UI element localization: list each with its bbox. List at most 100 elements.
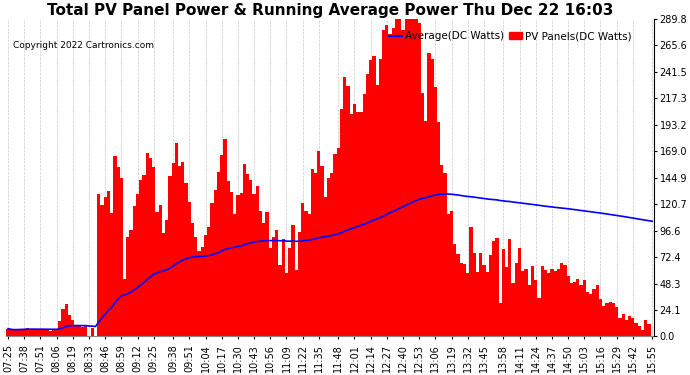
Bar <box>573 282 576 336</box>
Bar <box>197 251 201 336</box>
Bar <box>631 318 635 336</box>
Bar <box>16 329 19 336</box>
Bar <box>243 164 246 336</box>
Bar <box>473 253 476 336</box>
Bar <box>589 294 593 336</box>
Bar <box>495 238 498 336</box>
Bar <box>586 292 589 336</box>
Bar <box>36 330 39 336</box>
Bar <box>107 191 110 336</box>
Bar <box>563 265 566 336</box>
Bar <box>593 289 595 336</box>
Legend: Average(DC Watts), PV Panels(DC Watts): Average(DC Watts), PV Panels(DC Watts) <box>385 27 635 46</box>
Bar <box>333 154 337 336</box>
Bar <box>130 230 132 336</box>
Bar <box>362 94 366 336</box>
Bar <box>509 238 511 336</box>
Bar <box>278 265 282 336</box>
Bar <box>324 197 327 336</box>
Bar <box>615 306 618 336</box>
Bar <box>152 167 155 336</box>
Bar <box>110 213 113 336</box>
Bar <box>320 166 324 336</box>
Bar <box>214 190 217 336</box>
Bar <box>204 235 207 336</box>
Bar <box>117 166 120 336</box>
Bar <box>346 86 350 336</box>
Bar <box>404 19 408 336</box>
Bar <box>641 330 644 336</box>
Bar <box>511 284 515 336</box>
Bar <box>647 324 651 336</box>
Bar <box>518 248 521 336</box>
Bar <box>395 18 398 336</box>
Bar <box>570 282 573 336</box>
Bar <box>544 270 547 336</box>
Bar <box>291 225 295 336</box>
Bar <box>165 220 168 336</box>
Bar <box>259 211 262 336</box>
Bar <box>498 303 502 336</box>
Bar <box>178 165 181 336</box>
Bar <box>120 178 123 336</box>
Bar <box>65 304 68 336</box>
Bar <box>288 248 291 336</box>
Bar <box>19 328 23 336</box>
Bar <box>142 175 146 336</box>
Bar <box>298 232 301 336</box>
Bar <box>489 255 492 336</box>
Bar <box>375 85 379 336</box>
Bar <box>602 306 605 336</box>
Bar <box>382 30 385 336</box>
Bar <box>253 194 256 336</box>
Bar <box>446 214 450 336</box>
Bar <box>337 148 340 336</box>
Bar <box>624 320 628 336</box>
Bar <box>113 156 117 336</box>
Bar <box>256 186 259 336</box>
Bar <box>402 30 404 336</box>
Bar <box>123 279 126 336</box>
Bar <box>628 316 631 336</box>
Bar <box>482 266 486 336</box>
Bar <box>210 203 214 336</box>
Bar <box>424 121 427 336</box>
Bar <box>249 180 253 336</box>
Bar <box>622 314 624 336</box>
Bar <box>551 269 553 336</box>
Bar <box>411 19 415 336</box>
Bar <box>58 321 61 336</box>
Bar <box>181 162 184 336</box>
Bar <box>217 172 220 336</box>
Bar <box>68 315 71 336</box>
Bar <box>75 326 78 336</box>
Bar <box>385 25 388 336</box>
Bar <box>366 74 369 336</box>
Bar <box>466 273 469 336</box>
Bar <box>39 330 42 336</box>
Bar <box>90 328 94 336</box>
Bar <box>26 328 29 336</box>
Bar <box>97 194 100 336</box>
Bar <box>308 214 310 336</box>
Bar <box>13 330 16 336</box>
Bar <box>373 56 375 336</box>
Bar <box>531 266 534 336</box>
Bar <box>505 267 509 336</box>
Bar <box>528 285 531 336</box>
Bar <box>104 196 107 336</box>
Bar <box>444 174 446 336</box>
Bar <box>540 266 544 336</box>
Bar <box>492 241 495 336</box>
Bar <box>314 174 317 336</box>
Bar <box>207 227 210 336</box>
Bar <box>52 330 55 336</box>
Bar <box>10 330 13 336</box>
Bar <box>272 237 275 336</box>
Bar <box>285 273 288 336</box>
Bar <box>239 193 243 336</box>
Bar <box>560 263 563 336</box>
Bar <box>434 87 437 336</box>
Bar <box>502 249 505 336</box>
Bar <box>479 253 482 336</box>
